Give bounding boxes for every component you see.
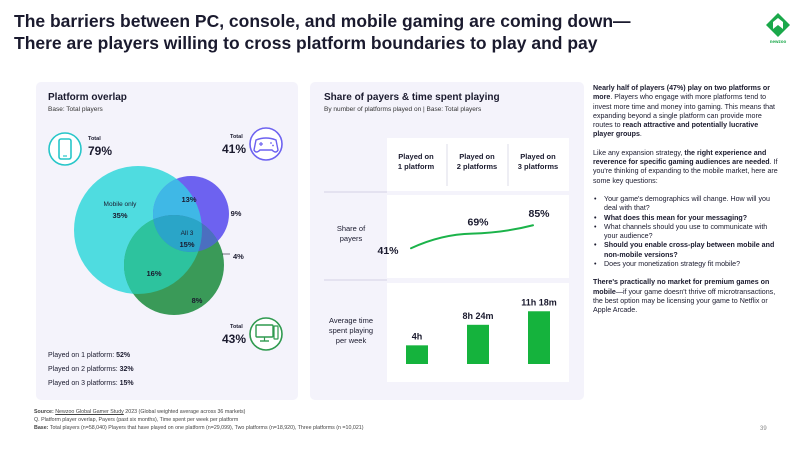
question-item: What channels should you use to communic… — [593, 223, 778, 242]
title-line-2: There are players willing to cross platf… — [14, 33, 598, 53]
row-label-avg-time: Average time spent playing per week — [328, 316, 374, 345]
label-mobile-console: 16% — [146, 269, 161, 278]
page-number: 39 — [760, 426, 767, 432]
total-mobile-value: 79% — [88, 144, 113, 158]
commentary-questions: Your game's demographics will change. Ho… — [593, 195, 778, 270]
commentary-p2: Like any expansion strategy, the right e… — [593, 148, 778, 185]
col-head-2-platforms: Played on 2 platforms — [456, 152, 498, 171]
payers-row-panel — [387, 195, 569, 278]
venn-diagram: Mobile only 35% 13% 9% All 3 15% 16% 8% … — [48, 127, 283, 351]
time-bar-3-platforms — [528, 311, 550, 364]
time-label-3-platforms: 11h 18m — [521, 297, 557, 307]
title-line-1: The barriers between PC, console, and mo… — [14, 11, 631, 31]
row-label-share-of-payers: Share of payers — [336, 224, 366, 243]
payers-time-title: Share of payers & time spent playing — [324, 92, 500, 103]
label-mobile-only: 35% — [112, 211, 127, 220]
payers-label-1-platform: 41% — [377, 245, 399, 257]
source-link[interactable]: Newzoo Global Gamer Study — [55, 409, 124, 415]
payers-label-2-platforms: 69% — [467, 217, 489, 229]
total-pc-value: 41% — [222, 142, 247, 156]
question-item: Should you enable cross-play between mob… — [593, 241, 778, 260]
payers-time-card: Share of payers & time spent playing By … — [310, 82, 584, 400]
payers-time-subtitle: By number of platforms played on | Base:… — [324, 106, 482, 113]
question-item: Your game's demographics will change. Ho… — [593, 195, 778, 214]
footnote-question: Q. Platform player overlap, Payers (past… — [34, 417, 239, 423]
total-mobile-label: Total — [88, 136, 101, 142]
console-icon — [249, 317, 283, 351]
footnote-source: Source: Newzoo Global Gamer Study 2023 (… — [34, 409, 246, 415]
label-all3: 15% — [179, 240, 194, 249]
newzoo-logo: newzoo — [766, 13, 790, 44]
time-bar-2-platforms — [467, 324, 489, 364]
commentary: Nearly half of players (47%) play on two… — [593, 84, 778, 325]
total-console-label: Total — [230, 324, 243, 330]
page-title: The barriers between PC, console, and mo… — [14, 10, 734, 54]
col-head-1-platform: Played on 1 platform — [397, 152, 435, 171]
question-item: What does this mean for your messaging? — [593, 214, 778, 224]
payers-line-series — [410, 224, 534, 250]
footnote-base: Base: Total players (n=58,040) Players t… — [34, 425, 364, 431]
col-head-3-platforms: Played on 3 platforms — [517, 152, 559, 171]
platform-overlap-title: Platform overlap — [48, 92, 127, 103]
label-all3-title: All 3 — [181, 230, 194, 237]
time-label-1-platform: 4h — [412, 331, 423, 341]
venn-all3 — [153, 215, 202, 252]
legend-two-platforms: Played on 2 platforms: 32% — [48, 366, 134, 373]
time-label-2-platforms: 8h 24m — [462, 311, 493, 321]
legend-three-platforms: Played on 3 platforms: 15% — [48, 380, 134, 387]
logo-mark — [773, 18, 783, 29]
platform-overlap-card: Platform overlap Base: Total players Mob… — [36, 82, 298, 400]
smartphone-icon — [48, 132, 82, 166]
label-pc-only: 9% — [231, 209, 242, 218]
label-pc-console: 4% — [233, 252, 244, 261]
label-mobile-pc: 13% — [181, 195, 196, 204]
platform-overlap-subtitle: Base: Total players — [48, 106, 103, 113]
label-console-only: 8% — [192, 296, 203, 305]
commentary-p3: There's practically no market for premiu… — [593, 278, 776, 315]
gamepad-icon — [249, 127, 283, 161]
total-console-value: 43% — [222, 332, 247, 346]
legend-one-platform: Played on 1 platform: 52% — [48, 352, 131, 359]
label-mobile-only-title: Mobile only — [104, 201, 138, 208]
payers-label-3-platforms: 85% — [528, 208, 550, 220]
payers-time-table: 41% 69% 85% 4h 8h 24m 11h 18m — [324, 138, 569, 382]
logo-text: newzoo — [770, 39, 787, 44]
question-item: Does your monetization strategy fit mobi… — [593, 260, 778, 270]
header-panel — [387, 138, 569, 191]
time-bar-1-platform — [406, 345, 428, 364]
total-pc-label: Total — [230, 134, 243, 140]
commentary-p1: Nearly half of players (47%) play on two… — [593, 84, 776, 139]
